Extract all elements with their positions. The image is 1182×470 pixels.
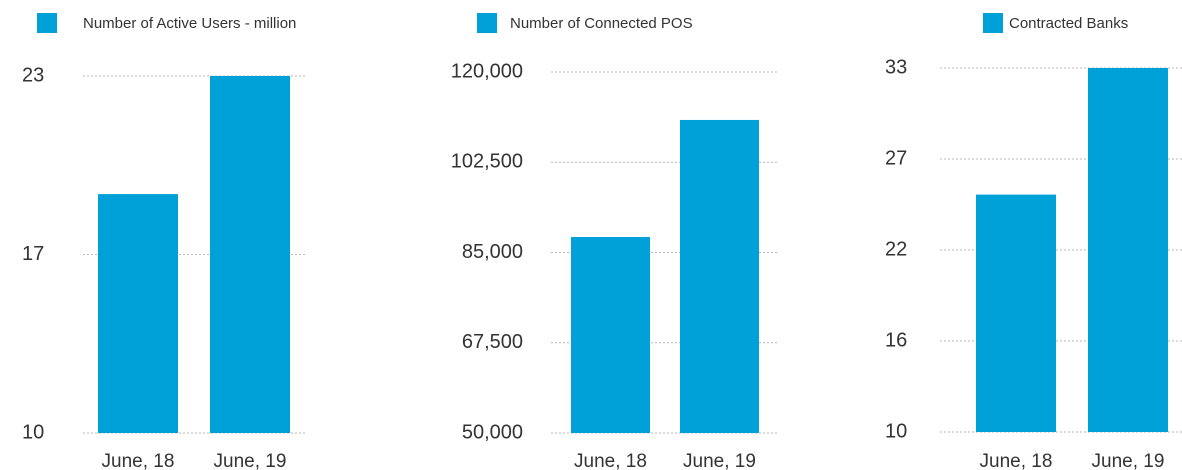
y-tick-label: 27 — [885, 147, 907, 169]
y-tick-label: 102,500 — [451, 151, 523, 173]
bar — [680, 119, 759, 433]
y-tick-label: 67,500 — [462, 331, 523, 353]
bar — [976, 194, 1056, 432]
y-tick-label: 17 — [22, 243, 44, 265]
y-tick-label: 120,000 — [451, 60, 523, 82]
y-tick-label: 22 — [885, 238, 907, 260]
y-tick-label: 23 — [22, 64, 44, 86]
y-tick-label: 10 — [885, 420, 907, 442]
legend-swatch — [477, 13, 497, 33]
x-tick-label: June, 18 — [102, 451, 175, 470]
y-tick-label: 50,000 — [462, 421, 523, 443]
x-tick-label: June, 19 — [683, 451, 756, 470]
bar — [571, 237, 650, 433]
x-tick-label: June, 19 — [1092, 451, 1165, 470]
y-tick-label: 10 — [22, 421, 44, 443]
legend-swatch — [983, 13, 1003, 33]
x-tick-label: June, 19 — [214, 451, 287, 470]
legend-label: Contracted Banks — [1009, 15, 1128, 32]
y-tick-label: 85,000 — [462, 241, 523, 263]
legend-swatch — [37, 13, 57, 33]
bar — [1088, 68, 1168, 432]
legend-label: Number of Active Users - million — [83, 15, 296, 32]
x-tick-label: June, 18 — [574, 451, 647, 470]
x-tick-label: June, 18 — [980, 451, 1053, 470]
y-tick-label: 33 — [885, 56, 907, 78]
bar — [98, 194, 178, 433]
y-tick-label: 16 — [885, 329, 907, 351]
legend-label: Number of Connected POS — [510, 15, 693, 32]
bar — [210, 76, 290, 433]
